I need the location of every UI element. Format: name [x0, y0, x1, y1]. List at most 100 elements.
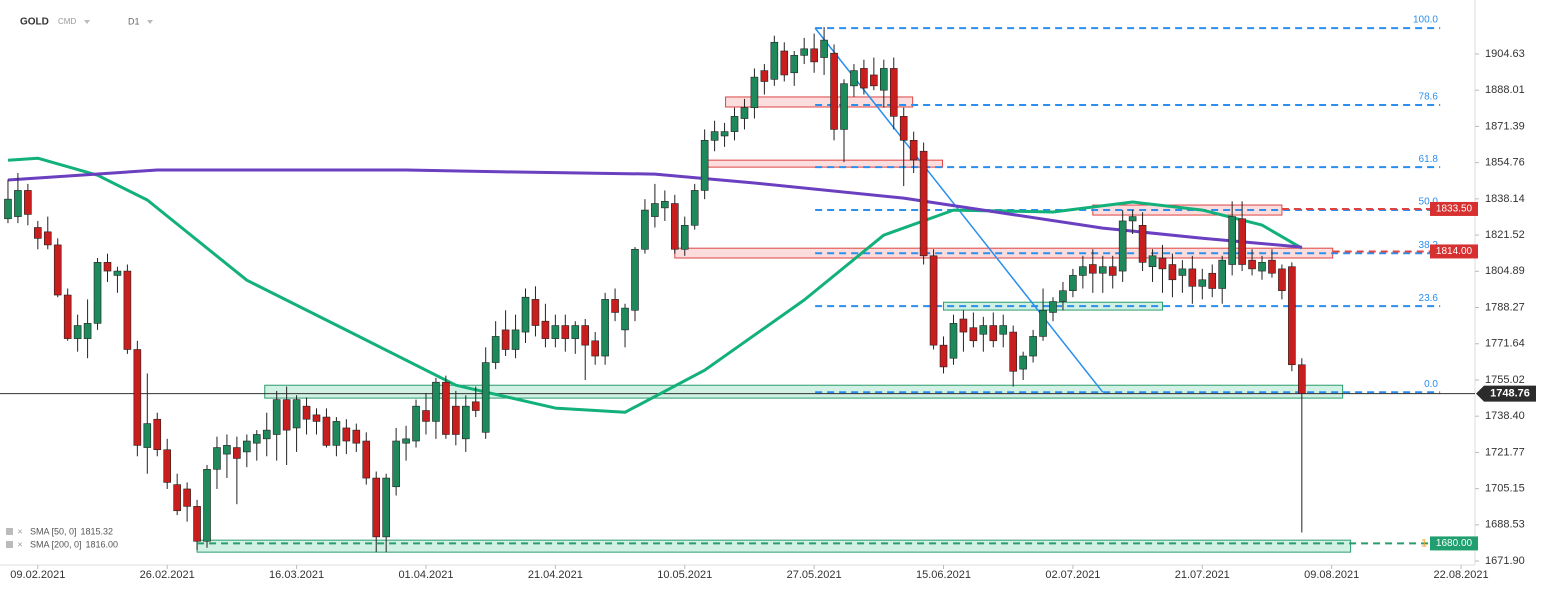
y-tick-label: 1671.90	[1485, 555, 1525, 567]
candle-body	[541, 320, 550, 339]
candle-body	[252, 434, 261, 444]
candle-body	[1218, 259, 1226, 289]
price-tag-label: 1833.50	[1436, 204, 1473, 215]
candle-body	[43, 231, 52, 246]
interval[interactable]: D1	[128, 16, 140, 26]
x-tick-label: 02.07.2021	[1045, 569, 1100, 581]
candle-body	[740, 107, 749, 119]
candle-body	[1258, 262, 1266, 272]
candle-body	[1089, 264, 1097, 274]
candle-body	[889, 68, 898, 117]
candle-body	[1098, 266, 1107, 274]
candle-body	[1118, 220, 1127, 272]
candle-body	[611, 299, 619, 313]
y-tick-label: 1821.52	[1485, 229, 1525, 241]
candle-body	[1158, 257, 1167, 270]
fib-label: 100.0	[1413, 15, 1438, 26]
y-tick-label: 1804.89	[1485, 265, 1525, 277]
candle-body	[442, 381, 450, 435]
candle-body	[1228, 216, 1236, 265]
candle-body	[1108, 266, 1117, 276]
fib-label: 61.8	[1419, 154, 1439, 165]
candle-body	[302, 405, 311, 420]
legend-close[interactable]: ×	[17, 539, 22, 549]
price-tag-label: 1814.00	[1436, 246, 1473, 257]
candle-body	[521, 296, 530, 333]
candle-body	[770, 41, 779, 80]
candle-body	[1128, 216, 1137, 222]
y-tick-label: 1888.01	[1485, 84, 1525, 96]
candle-body	[322, 416, 331, 446]
candle-body	[34, 227, 42, 239]
candle-body	[979, 325, 988, 335]
candle-body	[352, 429, 361, 444]
symbol[interactable]: GOLD	[20, 17, 49, 28]
candle-body	[999, 325, 1008, 335]
candle-body	[780, 50, 789, 76]
candle-body	[1148, 255, 1157, 268]
candle-body	[919, 150, 928, 257]
candle-body	[651, 203, 659, 217]
x-tick-label: 10.05.2021	[657, 569, 712, 581]
zone[interactable]	[196, 539, 1352, 553]
price-tag-label: 1680.00	[1436, 538, 1473, 549]
candle-body	[790, 55, 799, 74]
candle-body	[1288, 266, 1296, 366]
candle-body	[53, 244, 62, 296]
candle-body	[860, 68, 868, 89]
candle-body	[461, 405, 470, 440]
candle-body	[163, 449, 172, 483]
legend-close[interactable]: ×	[17, 526, 22, 536]
candle-body	[471, 401, 480, 411]
legend-icon[interactable]	[6, 528, 13, 535]
candle-body	[83, 323, 92, 339]
candle-body	[531, 299, 540, 326]
y-tick-label: 1755.02	[1485, 374, 1525, 386]
y-tick-label: 1838.14	[1485, 193, 1525, 205]
candle-body	[362, 440, 371, 479]
candle-body	[661, 201, 669, 209]
candle-body	[113, 270, 122, 276]
legend-icon[interactable]	[6, 541, 13, 548]
candle-body	[491, 336, 500, 363]
candle-body	[969, 327, 978, 342]
candle-body	[501, 329, 510, 350]
y-tick-label: 1771.64	[1485, 338, 1525, 350]
legend-name: SMA [50, 0]	[30, 526, 77, 536]
dropdown-icon[interactable]	[147, 20, 153, 24]
candle-body	[1079, 266, 1087, 276]
candle-body	[123, 270, 132, 350]
candle-body	[382, 477, 390, 538]
candle-body	[1049, 301, 1057, 313]
sma-line	[7, 156, 1303, 414]
candle-body	[292, 399, 301, 429]
zone[interactable]	[702, 159, 944, 168]
candle-body	[223, 445, 231, 455]
level-marker: 1	[1421, 537, 1427, 549]
candle-body	[621, 307, 629, 331]
candle-body	[929, 255, 938, 346]
candle-body	[63, 294, 72, 339]
candle-body	[939, 344, 948, 368]
candle-body	[342, 427, 351, 442]
candle-body	[73, 325, 82, 339]
candle-body	[103, 262, 112, 272]
fib-label: 0.0	[1424, 379, 1438, 390]
candle-body	[949, 323, 958, 359]
candle-body	[989, 325, 998, 342]
candle-body	[412, 405, 420, 442]
x-tick-label: 09.02.2021	[10, 569, 65, 581]
candle-body	[1238, 218, 1246, 265]
zone[interactable]	[264, 384, 1344, 399]
zone[interactable]	[725, 96, 914, 108]
candle-body	[173, 484, 181, 512]
candle-body	[1168, 264, 1177, 281]
dropdown-icon[interactable]	[84, 20, 90, 24]
candle-body	[312, 414, 321, 422]
candle-body	[800, 48, 808, 56]
fib-label: 50.0	[1419, 197, 1439, 208]
candle-body	[1039, 309, 1047, 337]
y-tick-label: 1788.27	[1485, 301, 1525, 313]
y-tick-label: 1738.40	[1485, 410, 1525, 422]
x-tick-label: 16.03.2021	[269, 569, 324, 581]
